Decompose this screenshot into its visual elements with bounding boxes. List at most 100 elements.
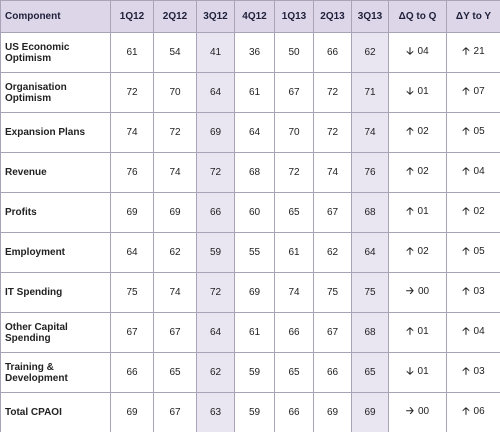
value-cell: 66	[274, 392, 314, 432]
value-cell: 68	[234, 152, 275, 193]
delta-cell: 🡡 03	[446, 352, 500, 393]
delta-cell: 🡡 04	[446, 152, 500, 193]
header-cell: 2Q13	[313, 0, 352, 33]
delta-cell: 🡣 01	[388, 352, 447, 393]
row-label: Employment	[0, 232, 111, 273]
value-cell: 66	[274, 312, 314, 353]
row-label: Revenue	[0, 152, 111, 193]
value-cell: 74	[110, 112, 154, 153]
delta-cell: 🡡 02	[388, 232, 447, 273]
value-cell: 62	[351, 32, 389, 73]
delta-value: 07	[473, 86, 485, 97]
value-cell: 68	[351, 312, 389, 353]
value-cell: 74	[274, 272, 314, 313]
trend-arrow: 🡡	[462, 206, 470, 217]
table-row: Organisation Optimism 72 70 64 61 67 72 71 🡣 01 🡡 0…	[0, 72, 500, 113]
value-cell: 61	[110, 32, 154, 73]
value-cell: 69	[153, 192, 197, 233]
value-cell: 69	[110, 392, 154, 432]
table-row: Expansion Plans 74 72 69 64 70 72 74 🡡 02 🡡 05	[0, 112, 500, 153]
value-cell: 72	[313, 72, 352, 113]
value-cell: 76	[110, 152, 154, 193]
table-body: US Economic Optimism 61 54 41 36 50 66 62 🡣 04 🡡 21…	[0, 32, 500, 432]
header-cell: 1Q12	[110, 0, 154, 33]
trend-arrow: 🡡	[462, 126, 470, 137]
value-cell: 64	[234, 112, 275, 153]
delta-cell: 🡡 05	[446, 112, 500, 153]
row-label: Total CPAOI	[0, 392, 111, 432]
table-row: IT Spending 75 74 72 69 74 75 75 🡢 00 🡡 03	[0, 272, 500, 313]
trend-arrow: 🡡	[462, 326, 470, 337]
value-cell: 62	[313, 232, 352, 273]
table-row: Revenue 76 74 72 68 72 74 76 🡡 02 🡡 04	[0, 152, 500, 193]
delta-value: 03	[473, 366, 485, 377]
value-cell: 66	[313, 32, 352, 73]
value-cell: 65	[153, 352, 197, 393]
value-cell: 65	[351, 352, 389, 393]
value-cell: 75	[351, 272, 389, 313]
delta-value: 01	[417, 366, 429, 377]
trend-arrow: 🡡	[406, 166, 414, 177]
delta-value: 03	[473, 286, 485, 297]
value-cell: 54	[153, 32, 197, 73]
value-cell: 69	[196, 112, 235, 153]
value-cell: 75	[110, 272, 154, 313]
value-cell: 74	[153, 272, 197, 313]
delta-cell: 🡡 02	[388, 152, 447, 193]
value-cell: 59	[234, 352, 275, 393]
value-cell: 69	[234, 272, 275, 313]
delta-value: 21	[473, 46, 485, 57]
delta-value: 04	[473, 166, 485, 177]
delta-cell: 🡡 21	[446, 32, 500, 73]
value-cell: 61	[234, 312, 275, 353]
delta-value: 02	[417, 246, 429, 257]
delta-cell: 🡡 02	[388, 112, 447, 153]
value-cell: 70	[274, 112, 314, 153]
header-row: Component 1Q12 2Q12 3Q12 4Q12 1Q13 2Q13 3Q13 ΔQ …	[0, 0, 500, 33]
trend-arrow: 🡡	[406, 126, 414, 137]
value-cell: 74	[313, 152, 352, 193]
value-cell: 66	[313, 352, 352, 393]
delta-value: 01	[417, 326, 429, 337]
trend-arrow: 🡡	[406, 246, 414, 257]
delta-value: 02	[417, 166, 429, 177]
header-cell: 2Q12	[153, 0, 197, 33]
trend-arrow: 🡣	[406, 46, 414, 57]
header-cell: 3Q12	[196, 0, 235, 33]
value-cell: 64	[110, 232, 154, 273]
delta-value: 02	[417, 126, 429, 137]
delta-cell: 🡡 02	[446, 192, 500, 233]
value-cell: 74	[153, 152, 197, 193]
value-cell: 66	[196, 192, 235, 233]
value-cell: 67	[313, 192, 352, 233]
value-cell: 74	[351, 112, 389, 153]
delta-value: 00	[418, 286, 430, 297]
value-cell: 76	[351, 152, 389, 193]
value-cell: 68	[351, 192, 389, 233]
delta-cell: 🡢 00	[388, 272, 447, 313]
trend-arrow: 🡡	[462, 166, 470, 177]
trend-arrow: 🡡	[462, 46, 470, 57]
value-cell: 72	[153, 112, 197, 153]
value-cell: 66	[110, 352, 154, 393]
row-label: US Economic Optimism	[0, 32, 111, 73]
value-cell: 62	[153, 232, 197, 273]
trend-arrow: 🡢	[405, 406, 414, 417]
value-cell: 62	[196, 352, 235, 393]
value-cell: 65	[274, 352, 314, 393]
header-cell: 3Q13	[351, 0, 389, 33]
trend-arrow: 🡡	[406, 206, 414, 217]
value-cell: 36	[234, 32, 275, 73]
value-cell: 41	[196, 32, 235, 73]
trend-arrow: 🡡	[462, 86, 470, 97]
header-cell: Component	[0, 0, 111, 33]
trend-arrow: 🡡	[462, 286, 470, 297]
table-row: Employment 64 62 59 55 61 62 64 🡡 02 🡡 05	[0, 232, 500, 273]
value-cell: 72	[110, 72, 154, 113]
value-cell: 61	[274, 232, 314, 273]
trend-arrow: 🡡	[406, 326, 414, 337]
row-label: Training & Development	[0, 352, 111, 393]
value-cell: 64	[196, 72, 235, 113]
